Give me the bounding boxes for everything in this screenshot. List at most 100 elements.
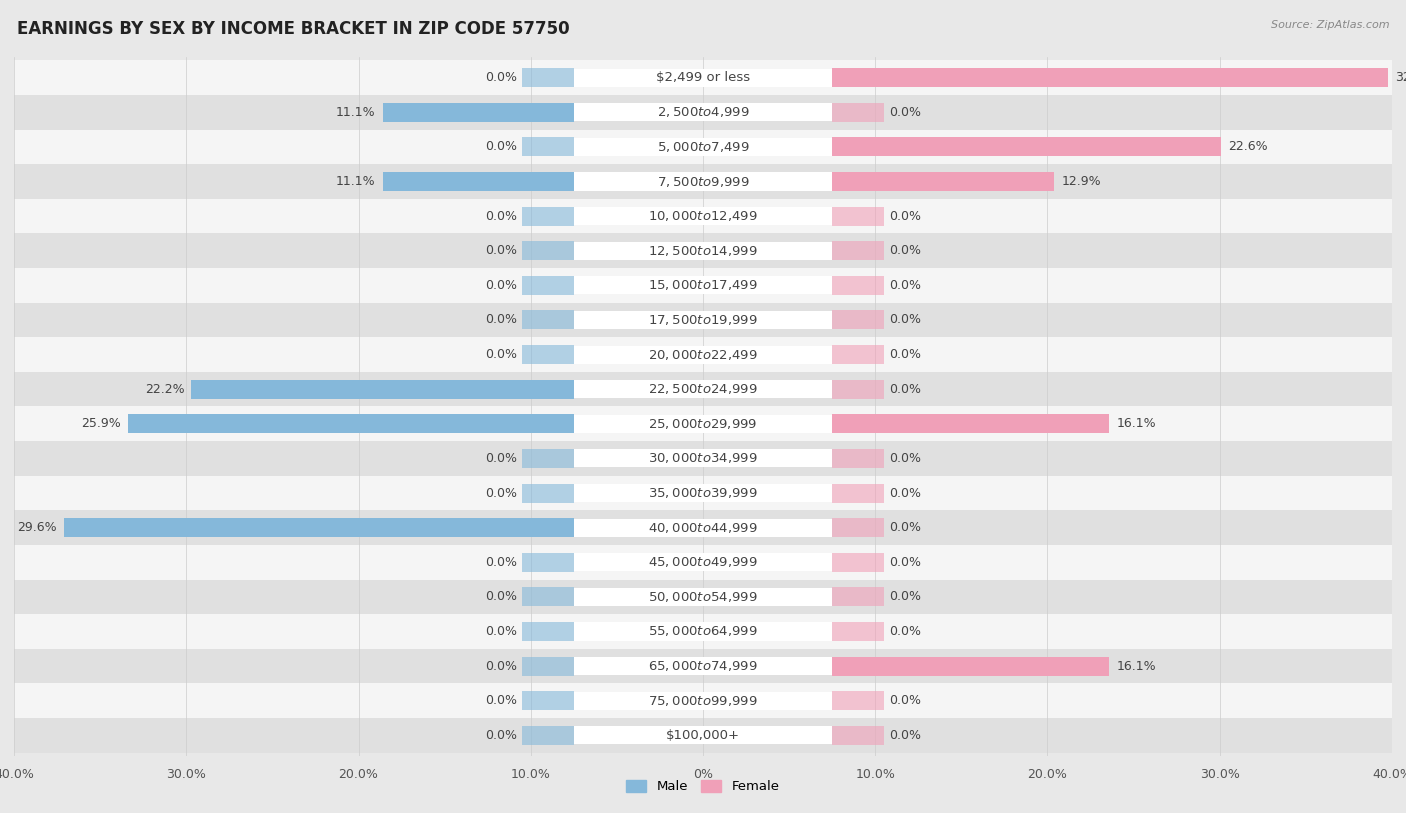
Bar (191, 380, 574, 398)
Text: 0.0%: 0.0% (889, 728, 921, 741)
Bar (574, 311, 832, 329)
Bar (14, 164, 1392, 199)
Bar (522, 345, 574, 364)
Bar (574, 241, 832, 260)
Bar (65, 518, 574, 537)
Bar (832, 484, 884, 502)
Bar (522, 449, 574, 468)
Text: $55,000 to $64,999: $55,000 to $64,999 (648, 624, 758, 638)
Bar (522, 311, 574, 329)
Bar (832, 415, 1109, 433)
Text: 29.6%: 29.6% (17, 521, 58, 534)
Text: 0.0%: 0.0% (889, 210, 921, 223)
Text: 0.0%: 0.0% (889, 486, 921, 499)
Bar (14, 649, 1392, 684)
Text: 0.0%: 0.0% (889, 244, 921, 257)
Text: $7,500 to $9,999: $7,500 to $9,999 (657, 175, 749, 189)
Bar (832, 137, 1222, 156)
Bar (832, 691, 884, 711)
Text: $40,000 to $44,999: $40,000 to $44,999 (648, 520, 758, 535)
Bar (832, 518, 884, 537)
Bar (574, 588, 832, 606)
Text: $75,000 to $99,999: $75,000 to $99,999 (648, 693, 758, 707)
Text: 0.0%: 0.0% (485, 279, 517, 292)
Bar (574, 138, 832, 156)
Text: 0.0%: 0.0% (485, 486, 517, 499)
Bar (832, 311, 884, 329)
Text: 0.0%: 0.0% (485, 452, 517, 465)
Bar (14, 614, 1392, 649)
Text: 32.3%: 32.3% (1395, 72, 1406, 85)
Text: 22.2%: 22.2% (145, 383, 184, 396)
Bar (832, 449, 884, 468)
Text: $5,000 to $7,499: $5,000 to $7,499 (657, 140, 749, 154)
Bar (574, 103, 832, 121)
Bar (14, 129, 1392, 164)
Bar (574, 207, 832, 225)
Text: $45,000 to $49,999: $45,000 to $49,999 (648, 555, 758, 569)
Text: 0.0%: 0.0% (889, 556, 921, 569)
Bar (574, 519, 832, 537)
Bar (832, 345, 884, 364)
Bar (574, 484, 832, 502)
Text: $2,499 or less: $2,499 or less (657, 72, 749, 85)
Text: $10,000 to $12,499: $10,000 to $12,499 (648, 209, 758, 223)
Bar (574, 380, 832, 398)
Bar (14, 580, 1392, 614)
Text: 0.0%: 0.0% (485, 72, 517, 85)
Bar (832, 726, 884, 745)
Text: 0.0%: 0.0% (485, 625, 517, 638)
Text: 25.9%: 25.9% (82, 417, 121, 430)
Text: 11.1%: 11.1% (336, 175, 375, 188)
Bar (14, 441, 1392, 476)
Bar (832, 622, 884, 641)
Bar (574, 692, 832, 710)
Bar (522, 553, 574, 572)
Text: $25,000 to $29,999: $25,000 to $29,999 (648, 417, 758, 431)
Text: 0.0%: 0.0% (485, 694, 517, 707)
Text: 0.0%: 0.0% (485, 210, 517, 223)
Bar (574, 657, 832, 675)
Bar (574, 346, 832, 363)
Bar (522, 137, 574, 156)
Text: 0.0%: 0.0% (889, 314, 921, 327)
Text: 22.6%: 22.6% (1229, 141, 1268, 154)
Text: EARNINGS BY SEX BY INCOME BRACKET IN ZIP CODE 57750: EARNINGS BY SEX BY INCOME BRACKET IN ZIP… (17, 20, 569, 38)
Bar (574, 450, 832, 467)
Bar (574, 553, 832, 572)
Bar (522, 622, 574, 641)
Bar (574, 172, 832, 190)
Bar (14, 337, 1392, 372)
Bar (574, 276, 832, 294)
Text: 0.0%: 0.0% (485, 728, 517, 741)
Bar (14, 233, 1392, 268)
Bar (574, 415, 832, 433)
Bar (14, 476, 1392, 511)
Text: 16.1%: 16.1% (1116, 659, 1156, 672)
Bar (382, 102, 574, 122)
Text: 11.1%: 11.1% (336, 106, 375, 119)
Bar (832, 172, 1054, 191)
Bar (832, 380, 884, 398)
Text: 12.9%: 12.9% (1062, 175, 1101, 188)
Bar (14, 406, 1392, 441)
Bar (574, 623, 832, 641)
Text: $15,000 to $17,499: $15,000 to $17,499 (648, 278, 758, 293)
Bar (522, 276, 574, 295)
Bar (382, 172, 574, 191)
Bar (128, 415, 574, 433)
Text: 0.0%: 0.0% (485, 659, 517, 672)
Bar (14, 545, 1392, 580)
Text: $100,000+: $100,000+ (666, 728, 740, 741)
Bar (832, 68, 1389, 87)
Text: Source: ZipAtlas.com: Source: ZipAtlas.com (1271, 20, 1389, 30)
Text: 0.0%: 0.0% (889, 625, 921, 638)
Text: 16.1%: 16.1% (1116, 417, 1156, 430)
Text: 0.0%: 0.0% (485, 348, 517, 361)
Bar (832, 241, 884, 260)
Bar (14, 199, 1392, 233)
Text: 0.0%: 0.0% (889, 590, 921, 603)
Bar (14, 60, 1392, 95)
Text: 0.0%: 0.0% (485, 590, 517, 603)
Bar (832, 276, 884, 295)
